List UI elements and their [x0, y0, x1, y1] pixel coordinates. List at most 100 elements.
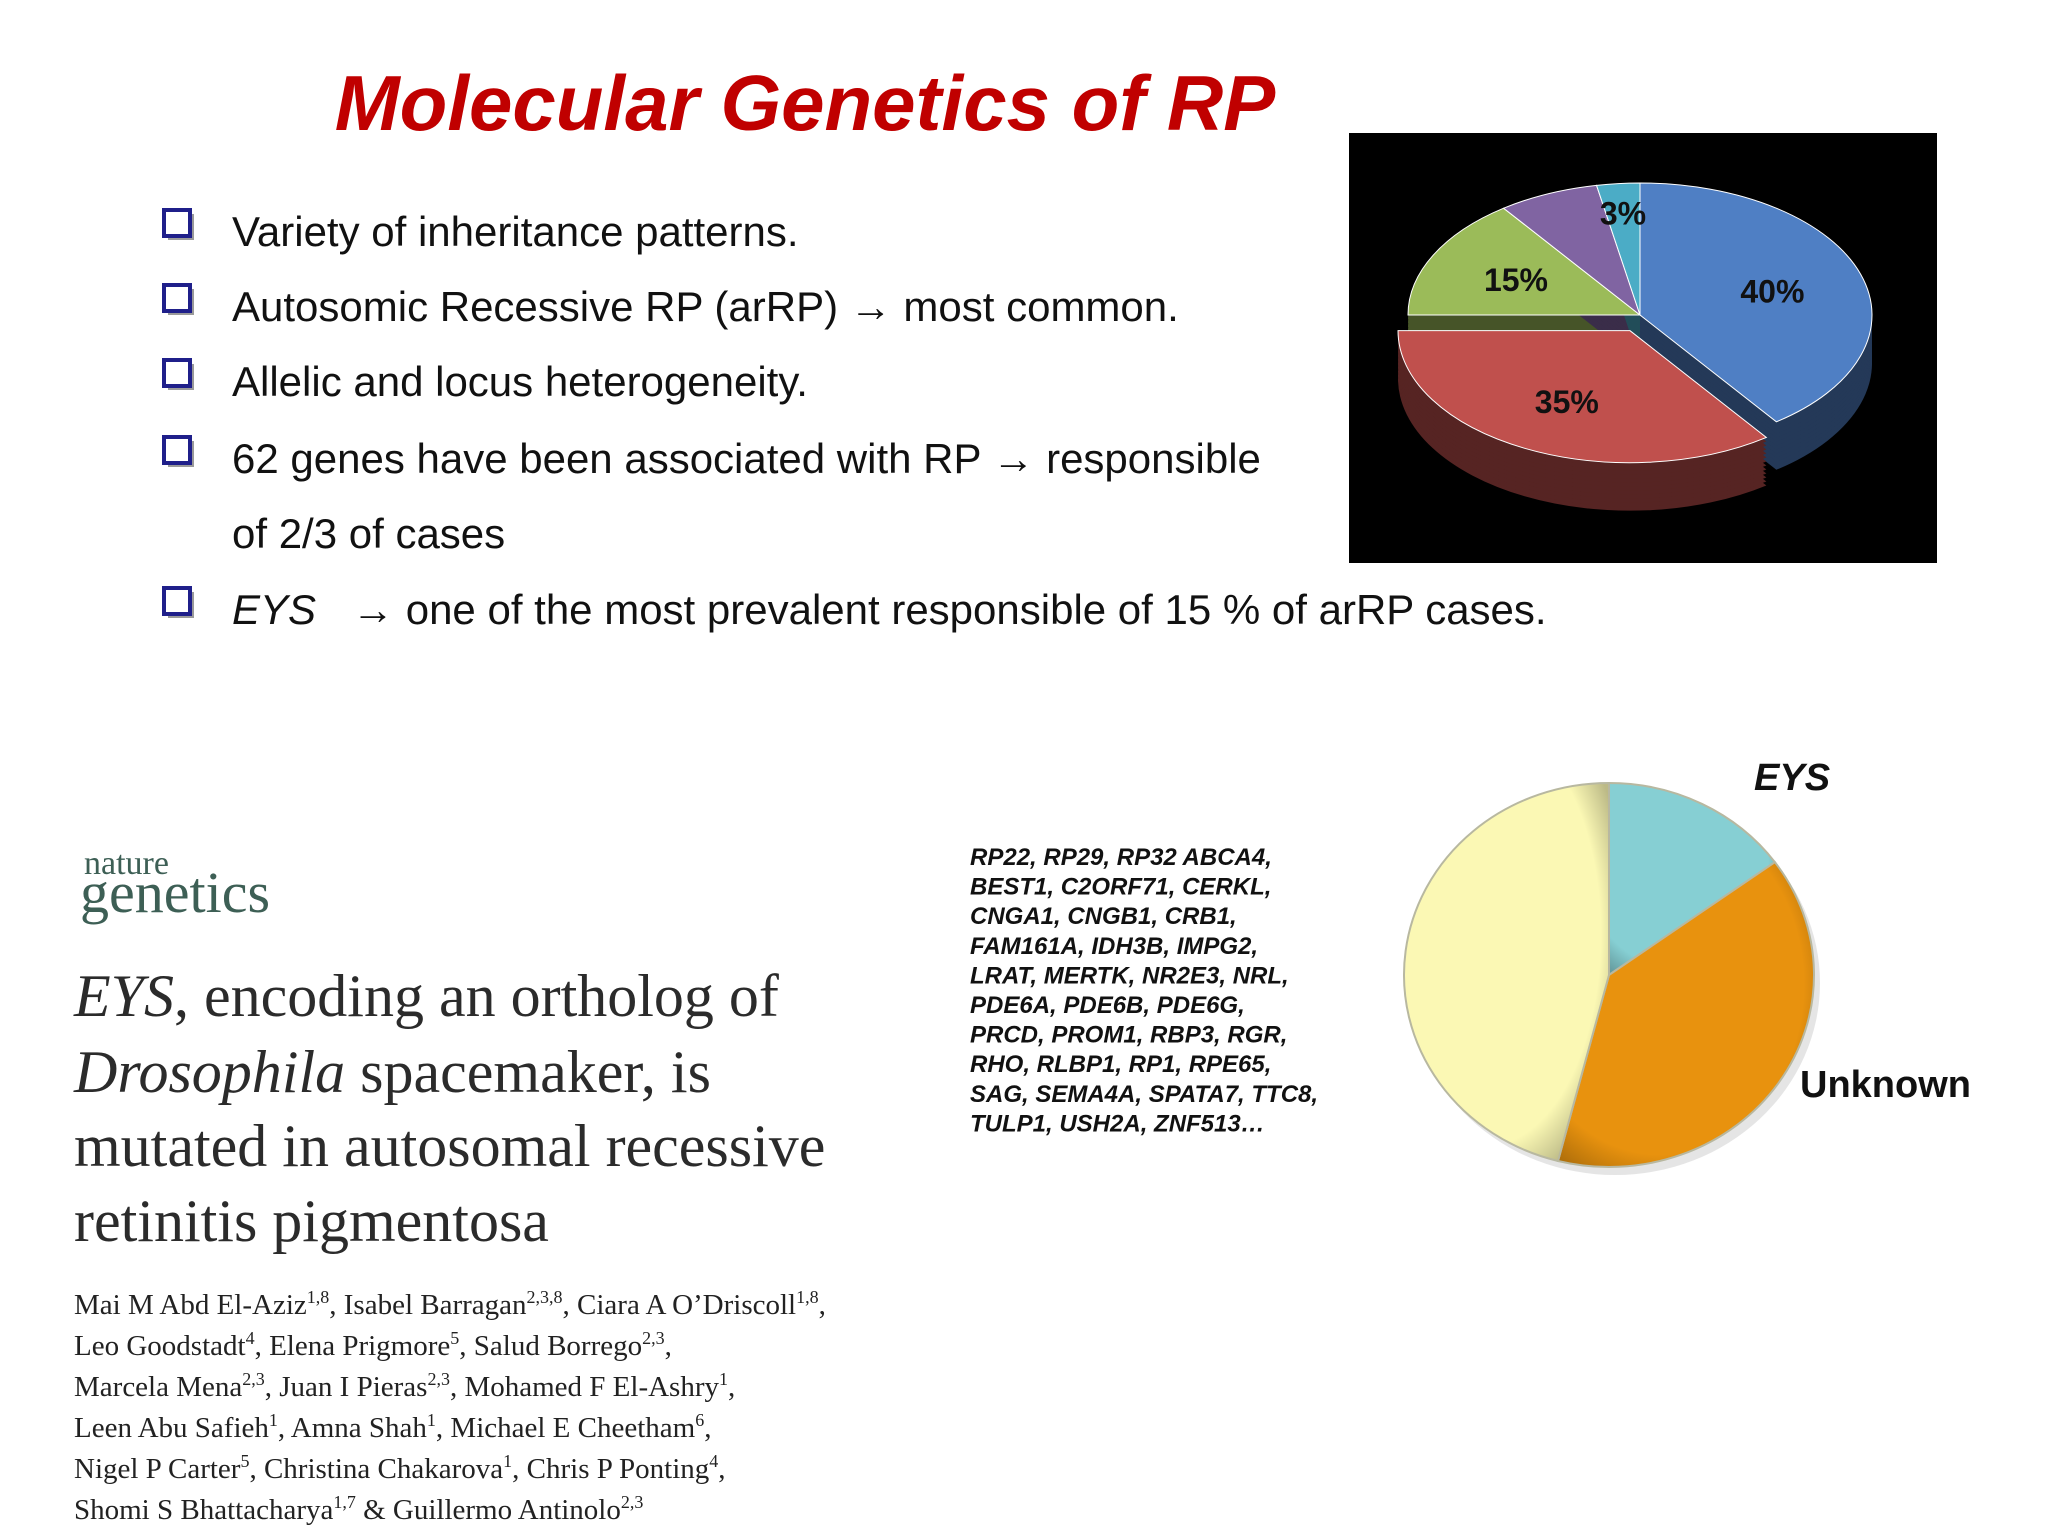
- author-affiliation: 4: [246, 1328, 255, 1348]
- author-name: Marcela Mena: [74, 1371, 242, 1403]
- pie-value-label: 35%: [1535, 384, 1599, 420]
- author-affiliation: 1: [719, 1369, 728, 1389]
- author-affiliation: 1,7: [333, 1492, 356, 1512]
- author-line: Marcela Mena2,3, Juan I Pieras2,3, Moham…: [74, 1369, 735, 1403]
- author-name: , Michael E Cheetham: [436, 1412, 696, 1444]
- pie-slice: [1595, 182, 1641, 316]
- paper-title-italic: EYS: [73, 963, 174, 1029]
- bullet-text: Variety of inheritance patterns.: [232, 208, 799, 255]
- gene-list-line: CNGA1, CNGB1, CRB1,: [970, 903, 1237, 930]
- bullet-run: Autosomic Recessive RP (arRP) → most com…: [232, 283, 1179, 330]
- pie-value-label: 3%: [1600, 195, 1646, 231]
- bullet-box: [162, 358, 192, 388]
- author-affiliation: 6: [695, 1410, 704, 1430]
- author-affiliation: 1: [269, 1410, 278, 1430]
- bullet-text: Autosomic Recessive RP (arRP) → most com…: [232, 283, 1179, 330]
- gene-list-line: SAG, SEMA4A, SPATA7, TTC8,: [970, 1081, 1318, 1108]
- author-name: , Mohamed F El-Ashry: [450, 1371, 720, 1403]
- author-affiliation: 2,3: [621, 1492, 644, 1512]
- pie-slice: [1556, 860, 1816, 1168]
- author-affiliation: 2,3: [642, 1328, 665, 1348]
- journal-name: genetics: [80, 860, 270, 925]
- author-name: ,: [819, 1289, 826, 1321]
- author-line: Nigel P Carter5, Christina Chakarova1, C…: [74, 1451, 726, 1485]
- bullet-run: 62 genes have been associated with RP → …: [232, 435, 1261, 482]
- author-name: Nigel P Carter: [74, 1453, 241, 1485]
- bullet-box: [162, 435, 192, 465]
- author-name: , Isabel Barragan: [329, 1289, 527, 1321]
- gene-list-line: RHO, RLBP1, RP1, RPE65,: [970, 1051, 1271, 1078]
- author-name: Mai M Abd El-Aziz: [74, 1289, 307, 1321]
- pie-slice: [1639, 182, 1873, 423]
- gene-list-line: FAM161A, IDH3B, IMPG2,: [970, 933, 1258, 960]
- bullet-text: EYS → one of the most prevalent responsib…: [232, 586, 1547, 633]
- author-affiliation: 1,8: [307, 1287, 330, 1307]
- pie-category-label: EYS: [1754, 757, 1830, 799]
- author-name: & Guillermo Antinolo: [356, 1494, 621, 1526]
- gene-list-line: LRAT, MERTK, NR2E3, NRL,: [970, 962, 1289, 989]
- pie-slice: [1502, 184, 1642, 317]
- paper-title-run: retinitis pigmentosa: [74, 1188, 549, 1254]
- bullet-box: [162, 283, 192, 313]
- author-name: ,: [718, 1453, 725, 1485]
- slide-title: Molecular Genetics of RP: [335, 59, 1277, 147]
- author-affiliation: 1,8: [796, 1287, 819, 1307]
- author-affiliation: 5: [240, 1451, 249, 1471]
- pie-slice: [1608, 781, 1777, 977]
- author-name: , Amna Shah: [278, 1412, 428, 1444]
- author-line: Mai M Abd El-Aziz1,8, Isabel Barragan2,3…: [74, 1287, 826, 1321]
- pie-slice: [1407, 207, 1642, 316]
- author-affiliation: 2,3: [242, 1369, 265, 1389]
- author-line: Shomi S Bhattacharya1,7 & Guillermo Anti…: [74, 1492, 643, 1526]
- author-affiliation: 1: [503, 1451, 512, 1471]
- gene-list-line: PRCD, PROM1, RBP3, RGR,: [970, 1022, 1287, 1049]
- author-name: , Chris P Ponting: [512, 1453, 709, 1485]
- paper-title-run: mutated in autosomal recessive: [74, 1113, 825, 1179]
- author-name: ,: [665, 1330, 672, 1362]
- paper-title-line: Drosophila spacemaker, is: [73, 1039, 711, 1105]
- bullet-continuation: of 2/3 of cases: [232, 510, 505, 557]
- gene-list-line: PDE6A, PDE6B, PDE6G,: [970, 992, 1245, 1019]
- author-line: Leo Goodstadt4, Elena Prigmore5, Salud B…: [74, 1328, 672, 1362]
- bullet-text: 62 genes have been associated with RP → …: [232, 435, 1261, 482]
- author-affiliation: 5: [450, 1328, 459, 1348]
- paper-title-line: retinitis pigmentosa: [74, 1188, 549, 1254]
- paper-title-line: EYS, encoding an ortholog of: [73, 963, 779, 1029]
- gene-list-line: BEST1, C2ORF71, CERKL,: [970, 874, 1271, 901]
- journal-name: nature: [84, 845, 169, 882]
- author-name: ,: [728, 1371, 735, 1403]
- author-name: , Salud Borrego: [459, 1330, 642, 1362]
- author-affiliation: 2,3,8: [527, 1287, 563, 1307]
- bullet-text: Allelic and locus heterogeneity.: [232, 358, 808, 405]
- paper-title-run: , encoding an ortholog of: [174, 963, 779, 1029]
- bullet-run: → one of the most prevalent responsible …: [352, 586, 1547, 633]
- author-name: Shomi S Bhattacharya: [74, 1494, 333, 1526]
- author-name: , Ciara A O’Driscoll: [563, 1289, 797, 1321]
- author-name: Leo Goodstadt: [74, 1330, 246, 1362]
- bullet-box: [162, 208, 192, 238]
- author-name: , Juan I Pieras: [265, 1371, 428, 1403]
- gene-list-line: RP22, RP29, RP32 ABCA4,: [970, 844, 1272, 871]
- paper-title-run: spacemaker, is: [345, 1039, 711, 1105]
- author-affiliation: 1: [427, 1410, 436, 1430]
- bullet-run: Variety of inheritance patterns.: [232, 208, 799, 255]
- author-line: Leen Abu Safieh1, Amna Shah1, Michael E …: [74, 1410, 711, 1444]
- pie-slice: [1397, 330, 1768, 464]
- pie-category-label: Unknown: [1800, 1064, 1971, 1106]
- gene-list-line: TULP1, USH2A, ZNF513…: [970, 1110, 1265, 1137]
- author-name: , Christina Chakarova: [249, 1453, 503, 1485]
- paper-title-italic: Drosophila: [73, 1039, 345, 1105]
- bullet-run: Allelic and locus heterogeneity.: [232, 358, 808, 405]
- author-name: , Elena Prigmore: [255, 1330, 451, 1362]
- pie-value-label: 40%: [1740, 274, 1804, 310]
- pie-slice: [1403, 781, 1610, 1163]
- paper-title-line: mutated in autosomal recessive: [74, 1113, 825, 1179]
- bullet-italic: EYS: [232, 586, 316, 633]
- author-name: ,: [704, 1412, 711, 1444]
- pie-value-label: 15%: [1484, 262, 1548, 298]
- author-affiliation: 2,3: [427, 1369, 450, 1389]
- author-name: Leen Abu Safieh: [74, 1412, 269, 1444]
- author-affiliation: 4: [709, 1451, 718, 1471]
